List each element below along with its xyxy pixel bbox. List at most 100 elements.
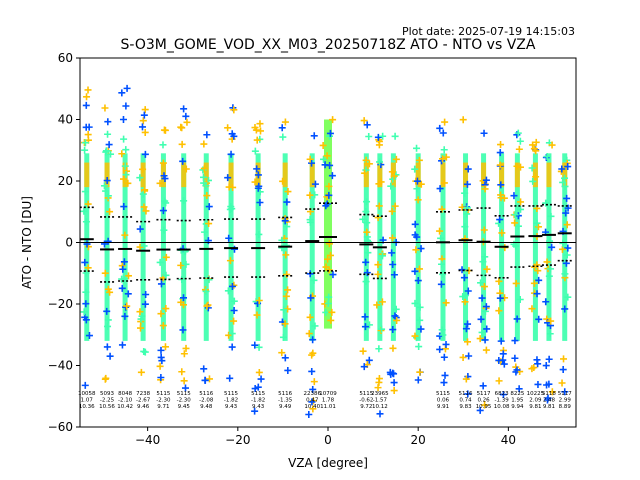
data-point [481,336,489,344]
data-point [201,376,209,384]
stat-label: 10.12 [372,404,388,410]
data-point [81,139,89,147]
stat-label: 9.46 [137,404,150,410]
data-point [139,165,147,173]
data-point [307,294,315,302]
x-tick-label: 20 [411,433,426,447]
stat-label: -2.25 [100,398,115,404]
data-point [461,189,469,197]
data-point [85,332,93,340]
data-point [256,127,264,135]
data-point [416,368,424,376]
data-point [284,366,292,374]
data-point [548,141,556,149]
data-point [136,174,144,182]
data-point [517,205,525,213]
stat-label: -2.08 [199,398,214,404]
data-point [141,186,149,194]
data-point [545,355,553,363]
data-point [561,388,569,396]
data-point [390,271,398,279]
x-axis-label: VZA [degree] [288,456,368,470]
stat-label: 10.95 [476,404,492,410]
data-point [140,111,148,119]
data-point [104,316,112,324]
stat-label: 5116 [278,391,292,397]
data-point [464,320,472,328]
data-point [392,305,400,313]
data-point [82,269,90,277]
data-point [203,131,211,139]
data-point [118,341,126,349]
data-point [375,202,383,210]
data-point [281,354,289,362]
data-point [558,165,566,173]
data-point [122,102,130,110]
density-band [415,153,421,341]
data-point [200,140,208,148]
data-point [482,303,490,311]
data-point [476,406,484,414]
data-point [162,199,170,207]
data-point [379,252,387,260]
data-point [390,172,398,180]
data-point [374,384,382,392]
data-point [483,325,491,333]
x-tick-label: 0 [324,433,332,447]
data-point [305,410,313,418]
data-point [359,215,367,223]
data-point [224,174,232,182]
data-point [227,203,235,211]
data-point [442,153,450,161]
density-band-high [415,162,421,188]
data-point [103,177,111,185]
density-band-high [140,162,146,188]
data-point [257,375,265,383]
data-point [104,285,112,293]
data-point [160,226,168,234]
stat-label: 9.81 [529,404,541,410]
stat-label: 23965 [371,391,389,397]
stat-label: 11.01 [320,404,336,410]
data-point [230,106,238,114]
data-point [224,124,232,132]
data-point [326,129,334,137]
data-point [500,360,508,368]
stat-label: 5118 [542,391,556,397]
data-point [546,237,554,245]
density-band-high [481,162,487,188]
data-point [251,147,259,155]
stat-label: 5115 [359,391,373,397]
chart-title: S-O3M_GOME_VOD_XX_M03_20250718Z ATO - NT… [121,37,536,53]
data-point [533,261,541,269]
data-point [123,84,131,92]
y-tick-label: 0 [65,236,73,250]
data-point [205,203,213,211]
stat-label: 9.94 [511,404,524,410]
data-point [388,168,396,176]
stat-label: 9.45 [178,404,191,410]
data-point [106,288,114,296]
data-point [82,288,90,296]
stat-label: -2.30 [156,398,171,404]
stat-label: 1.07 [81,398,94,404]
data-point [532,173,540,181]
data-point [481,185,489,193]
data-point [464,165,472,173]
data-point [281,118,289,126]
data-point [82,316,90,324]
data-point [561,270,569,278]
data-point [322,202,330,210]
data-point [256,199,264,207]
data-point [411,165,419,173]
data-point [515,145,523,153]
data-point [81,381,89,389]
data-point [389,344,397,352]
data-point [118,89,126,97]
data-point [360,117,368,125]
data-point [308,367,316,375]
data-point [202,287,210,295]
y-tick-label: −20 [48,297,73,311]
data-point [440,379,448,387]
